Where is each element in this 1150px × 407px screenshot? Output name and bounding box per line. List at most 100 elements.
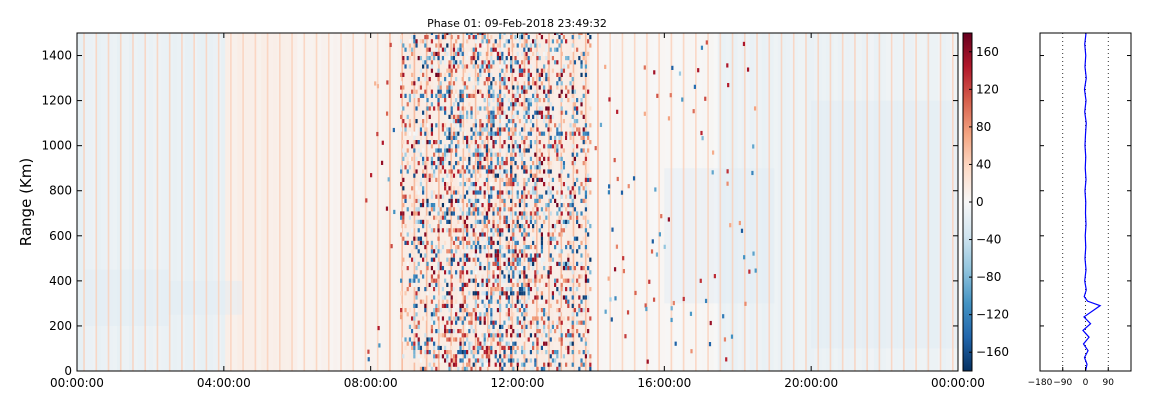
heatmap-cell xyxy=(439,219,442,224)
heatmap-cell xyxy=(516,240,519,245)
heatmap-cell xyxy=(474,333,478,338)
heatmap-cell xyxy=(562,182,566,187)
heatmap-cell xyxy=(470,152,473,157)
heatmap-cell xyxy=(494,253,497,258)
heatmap-cell xyxy=(426,266,429,271)
heatmap-cell xyxy=(457,261,460,266)
heatmap-cell xyxy=(576,106,579,111)
heatmap-cell xyxy=(580,253,583,258)
heatmap-stripe xyxy=(695,33,697,371)
heatmap-cell xyxy=(516,358,519,363)
heatmap-cell xyxy=(538,198,541,203)
heatmap-cell xyxy=(587,350,590,355)
heatmap-cell xyxy=(455,131,458,136)
heatmap-cell xyxy=(527,245,530,250)
heatmap-cell xyxy=(479,366,482,371)
heatmap-column xyxy=(189,33,194,371)
heatmap-column xyxy=(893,33,899,371)
heatmap-cell xyxy=(457,161,460,166)
heatmap-cell xyxy=(560,85,563,90)
heatmap-cell xyxy=(505,152,508,157)
heatmap-cell xyxy=(527,291,530,296)
heatmap-cell xyxy=(477,219,480,224)
heatmap-cell xyxy=(582,320,585,325)
heatmap-cell xyxy=(545,358,548,363)
heatmap-cell xyxy=(551,177,555,182)
heatmap-cell xyxy=(525,169,528,174)
heatmap-cell xyxy=(406,312,409,317)
heatmap-cell xyxy=(485,123,489,128)
heatmap-column xyxy=(797,33,803,371)
heatmap-cell xyxy=(547,186,550,191)
heatmap-cell xyxy=(567,261,570,266)
heatmap-cell xyxy=(543,169,546,174)
heatmap-cell xyxy=(501,324,504,329)
heatmap-cell xyxy=(501,274,504,279)
heatmap-cell xyxy=(507,257,511,262)
heatmap-cell xyxy=(584,211,588,216)
heatmap-cell xyxy=(529,131,533,136)
heatmap-cell xyxy=(472,56,475,61)
heatmap-cell xyxy=(569,203,572,208)
heatmap-cell xyxy=(540,33,544,35)
heatmap-cell xyxy=(518,211,522,216)
heatmap-cell xyxy=(492,224,495,229)
heatmap-cell xyxy=(468,358,471,363)
heatmap-cell xyxy=(448,316,451,321)
heatmap-cell xyxy=(505,295,508,300)
heatmap-cell xyxy=(551,350,555,355)
heatmap-cell xyxy=(547,102,550,107)
heatmap-cell xyxy=(470,324,473,329)
heatmap-cell xyxy=(422,110,425,115)
heatmap-cell xyxy=(463,102,467,107)
heatmap-cell xyxy=(503,278,506,283)
heatmap-cell xyxy=(430,156,434,161)
heatmap-cell xyxy=(501,51,504,56)
heatmap-cell xyxy=(565,110,568,115)
heatmap-cell xyxy=(494,165,497,170)
heatmap-cell xyxy=(439,215,442,220)
heatmap-cell xyxy=(580,186,583,191)
heatmap-cell xyxy=(501,173,504,178)
heatmap-cell xyxy=(529,144,533,149)
heatmap-stripe xyxy=(523,33,526,371)
heatmap-cell xyxy=(481,295,484,300)
heatmap-cell xyxy=(468,102,471,107)
heatmap-cell xyxy=(562,295,566,300)
heatmap-column xyxy=(337,33,342,371)
heatmap-cell xyxy=(415,245,418,250)
heatmap-cell xyxy=(433,257,436,262)
heatmap-cell xyxy=(444,77,447,82)
heatmap-cell xyxy=(571,72,574,77)
heatmap-cell xyxy=(488,89,491,94)
x-tick-label: 16:00:00 xyxy=(637,376,691,390)
heatmap-cell xyxy=(417,249,420,254)
heatmap-cell xyxy=(538,224,541,229)
heatmap-cell xyxy=(415,85,418,90)
heatmap-cell xyxy=(540,362,544,367)
heatmap-cell xyxy=(527,203,530,208)
heatmap-cell xyxy=(481,165,484,170)
heatmap-cell xyxy=(547,51,550,56)
heatmap-column xyxy=(309,33,314,371)
heatmap-cell xyxy=(400,312,403,317)
heatmap-cell xyxy=(505,123,508,128)
heatmap-cell xyxy=(444,240,447,245)
heatmap-cell xyxy=(554,224,557,229)
heatmap-column xyxy=(305,33,310,371)
heatmap-cell xyxy=(400,39,403,44)
heatmap-cell xyxy=(492,211,495,216)
heatmap-cell xyxy=(424,316,427,321)
heatmap-cell xyxy=(488,72,491,77)
heatmap-cell xyxy=(479,320,482,325)
heatmap-cell xyxy=(413,316,416,321)
heatmap-cell xyxy=(411,144,414,149)
heatmap-cell xyxy=(499,77,502,82)
heatmap-cell xyxy=(492,228,495,233)
heatmap-cell xyxy=(496,228,500,233)
heatmap-cell xyxy=(459,249,462,254)
heatmap-cell xyxy=(419,152,423,157)
heatmap-cell xyxy=(448,308,451,313)
heatmap-column xyxy=(837,33,843,371)
heatmap-cell xyxy=(430,257,434,262)
